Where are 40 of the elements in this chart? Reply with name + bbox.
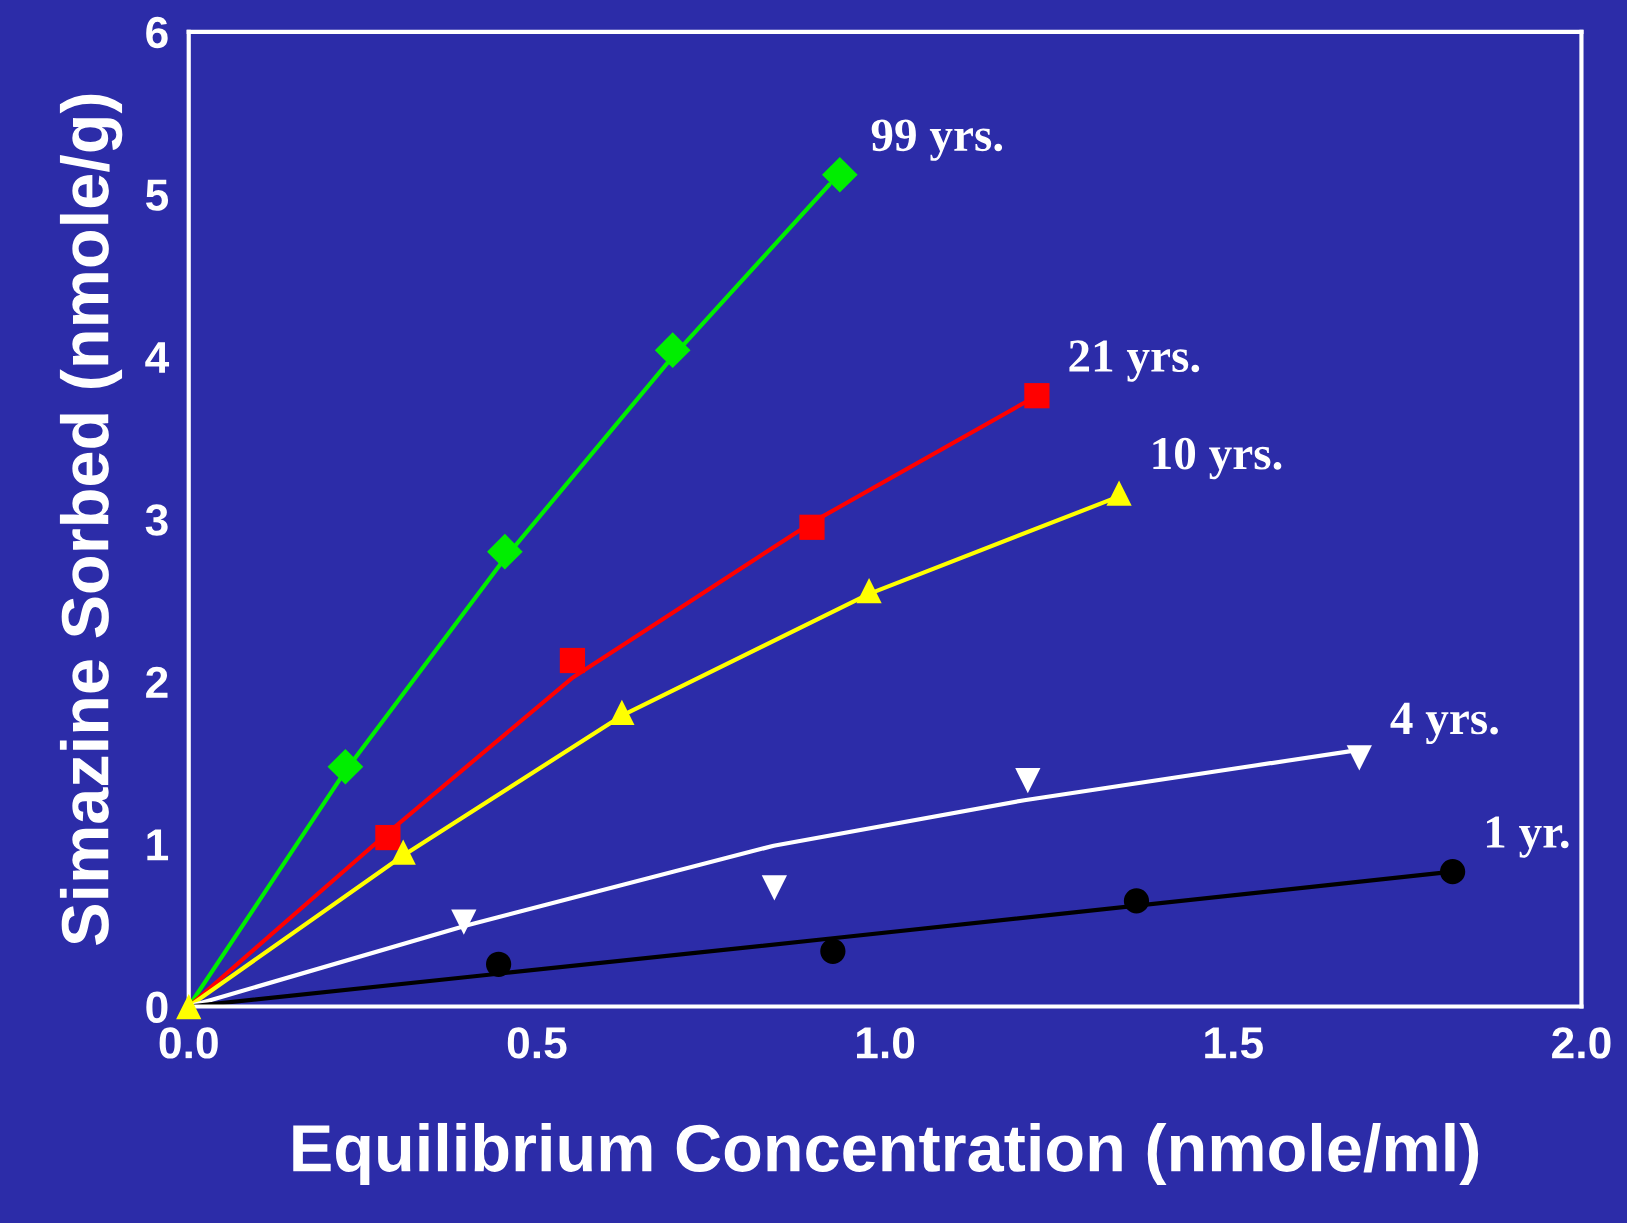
point xyxy=(820,938,846,964)
series-label: 1 yr. xyxy=(1486,816,1569,858)
y-tick-label: 6 xyxy=(146,16,168,49)
point xyxy=(559,647,586,674)
point xyxy=(1123,888,1150,914)
point xyxy=(327,748,364,785)
y-tick-label: 2 xyxy=(146,666,168,698)
y-tick-label: 0 xyxy=(146,991,168,1024)
point xyxy=(487,533,523,570)
point xyxy=(856,578,882,604)
series-label: 10 yrs. xyxy=(1153,437,1282,480)
point xyxy=(1015,768,1041,794)
point xyxy=(375,824,401,851)
point xyxy=(609,699,635,726)
x-tick-label: 2.0 xyxy=(1552,1027,1611,1059)
point xyxy=(1346,745,1372,771)
series-label: 99 yrs. xyxy=(871,119,1003,161)
series-label: 21 yrs. xyxy=(1069,340,1200,382)
y-tick-label: 5 xyxy=(145,179,169,211)
y-axis-title: Simazine Sorbed (nmole/g) xyxy=(59,94,123,946)
series-label: 4 yrs. xyxy=(1390,702,1498,745)
x-axis-title: Equilibrium Concentration (nmole/ml) xyxy=(293,1122,1479,1186)
point xyxy=(654,332,691,369)
x-tick-label: 1.5 xyxy=(1205,1027,1263,1059)
point xyxy=(451,909,477,935)
point xyxy=(1024,383,1050,409)
y-tick-label: 1 xyxy=(147,829,169,861)
point xyxy=(799,514,825,540)
point xyxy=(1106,480,1132,506)
point xyxy=(1440,859,1466,885)
y-tick-label: 4 xyxy=(145,342,170,373)
point xyxy=(390,839,416,865)
y-tick-label: 3 xyxy=(145,504,168,536)
x-tick-label: 0.0 xyxy=(159,1027,218,1059)
point xyxy=(176,993,202,1020)
x-tick-label: 1.0 xyxy=(857,1027,915,1059)
point xyxy=(821,156,858,193)
point xyxy=(761,875,787,901)
x-tick-label: 0.5 xyxy=(507,1027,567,1059)
point xyxy=(486,951,512,977)
